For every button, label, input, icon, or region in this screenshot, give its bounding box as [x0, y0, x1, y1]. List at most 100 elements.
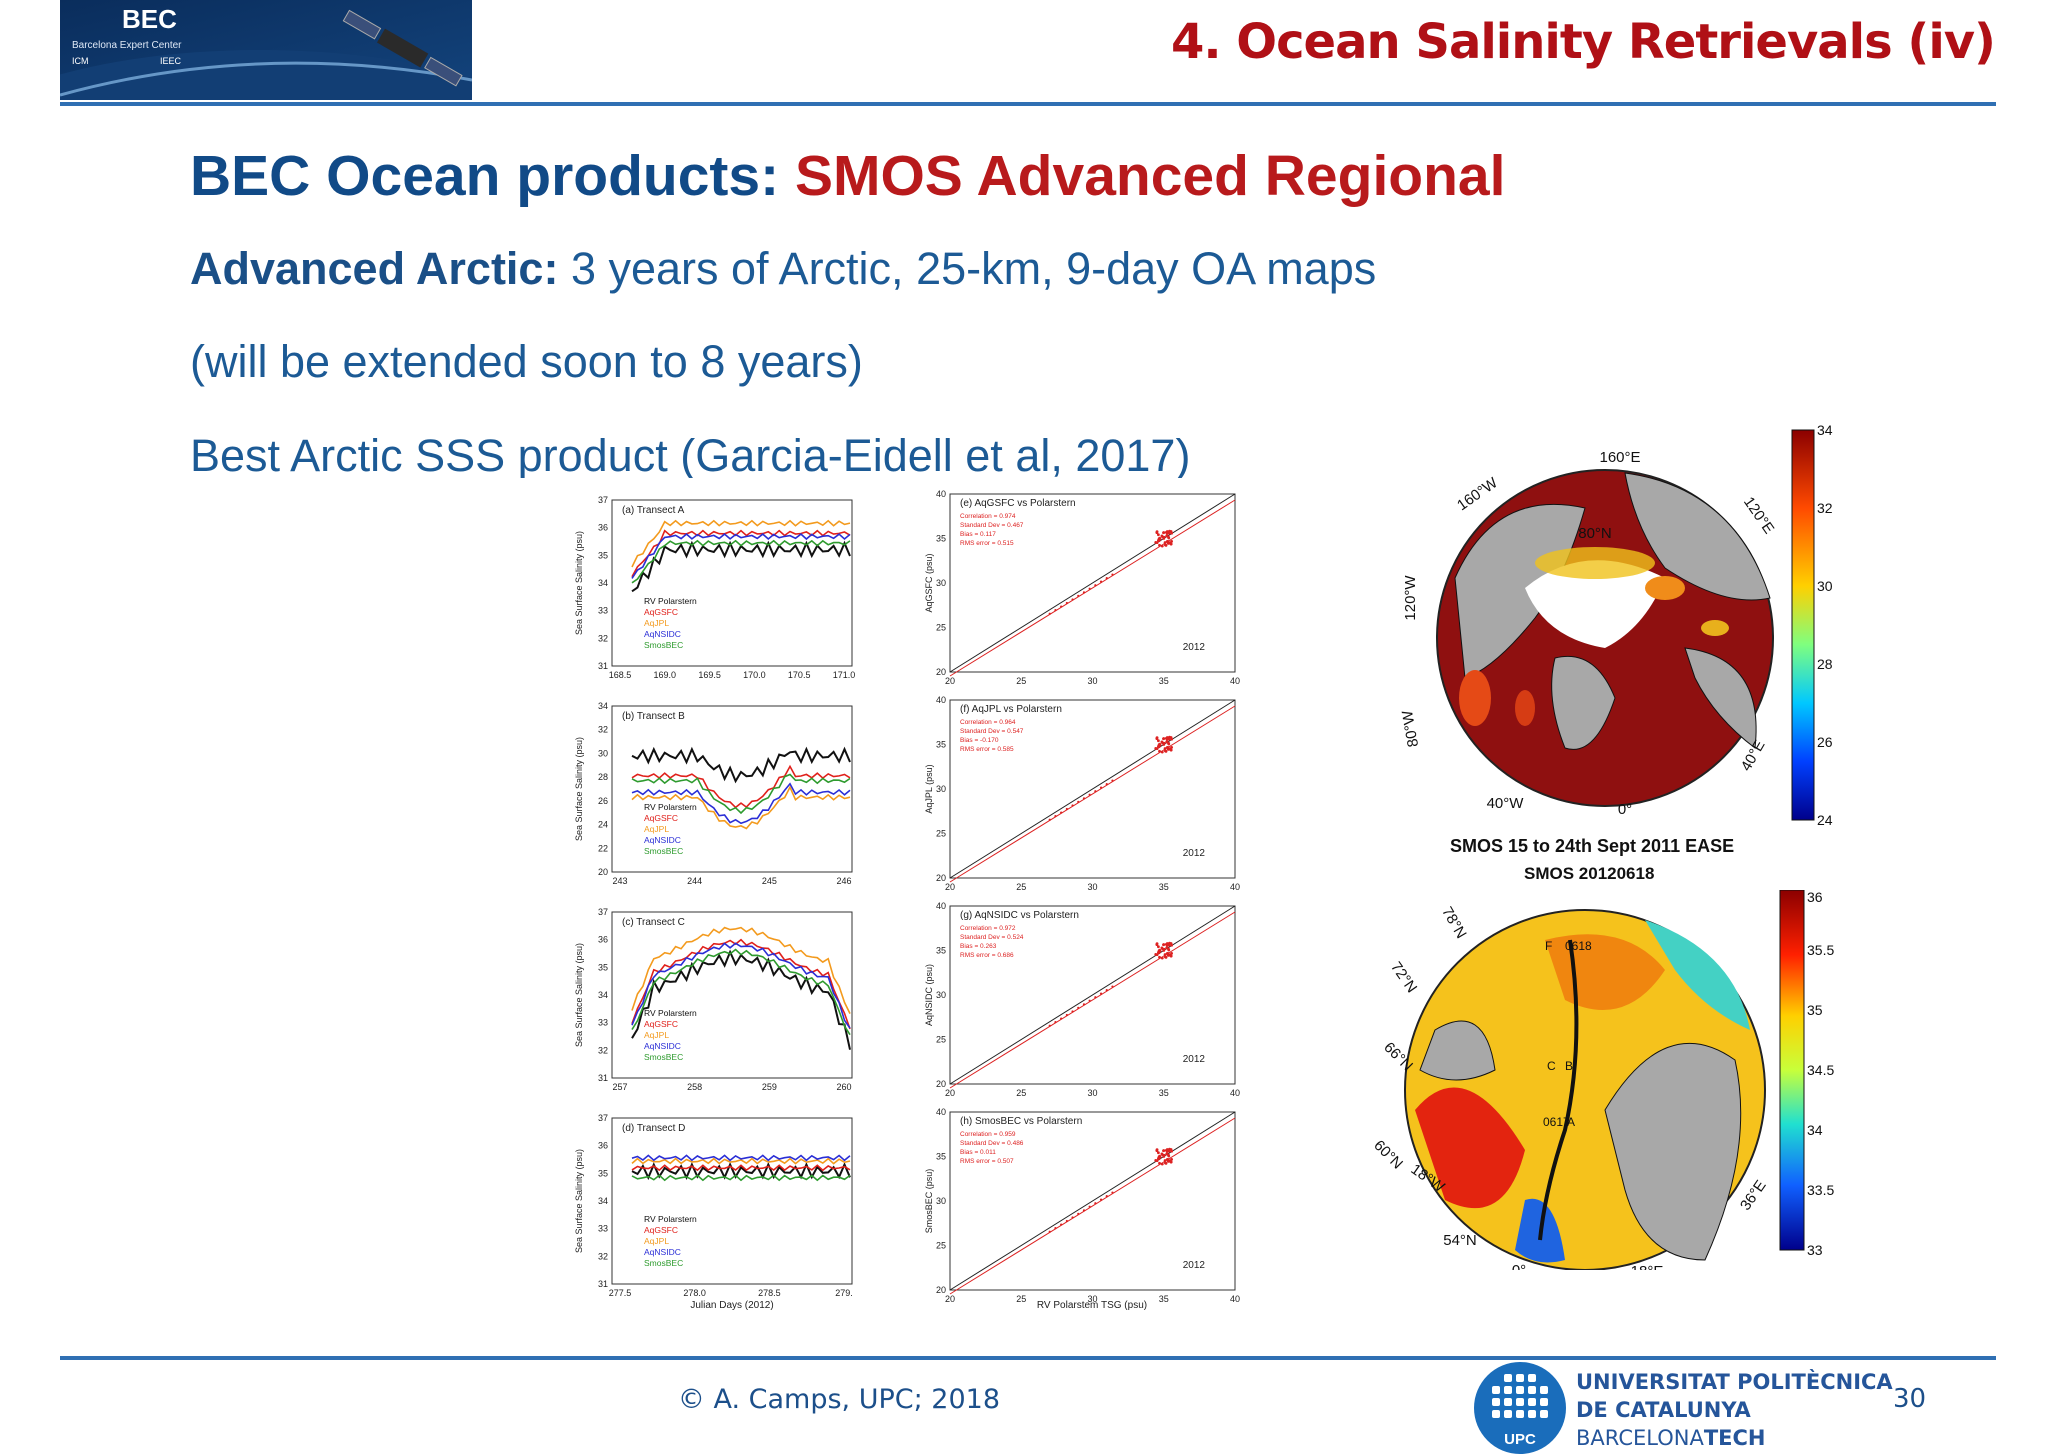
upc-logo-dot	[1492, 1410, 1500, 1418]
transect-series-line	[631, 746, 851, 784]
transect-legend-entry: RV Polarstern	[644, 1008, 697, 1018]
transect-legend-entry: RV Polarstern	[644, 1214, 697, 1224]
scatter-xtick: 40	[1230, 882, 1240, 892]
scatter-point	[1048, 1024, 1051, 1027]
scatter-point	[1154, 953, 1158, 956]
scatter-point	[1157, 951, 1161, 955]
scatter-point	[1166, 947, 1170, 951]
map-top-land	[1624, 472, 1771, 601]
transect-series-line	[631, 926, 851, 1014]
scatter-point	[1065, 807, 1068, 811]
bec-logo-text: BEC	[122, 4, 177, 34]
transect-series-line	[631, 529, 851, 578]
transect-ytick: 33	[598, 1224, 608, 1234]
scatter-point	[1163, 541, 1167, 544]
scatter-point	[1082, 797, 1086, 800]
upc-logo-dot	[1540, 1386, 1548, 1394]
scatter-point	[1156, 945, 1160, 949]
partner-icm: ICM	[72, 56, 89, 66]
scatter-ytick: 40	[936, 1107, 946, 1117]
transect-legend-entry: AqGSFC	[644, 1019, 678, 1029]
transect-legend-entry: AqNSIDC	[644, 1041, 681, 1051]
ship-track-label: B	[1565, 1059, 1573, 1073]
transect-panel-frame	[611, 499, 853, 667]
scatter-ylabel: AqJPL (psu)	[924, 764, 934, 813]
upc-logo-dot	[1492, 1386, 1500, 1394]
map-top-salinity-patch	[1459, 670, 1491, 726]
map-bottom-colorbar-tick: 34	[1807, 1122, 1823, 1138]
transect-ylabel: Sea Surface Salinity (psu)	[574, 1149, 584, 1253]
scatter-point	[1048, 612, 1051, 615]
scatter-point	[1158, 955, 1161, 959]
scatter-point	[1166, 741, 1170, 745]
scatter-point	[1157, 745, 1161, 749]
scatter-point	[1163, 1159, 1167, 1162]
scatter-point	[1105, 783, 1108, 786]
scatter-point	[1077, 1212, 1080, 1215]
scatter-point	[1158, 1161, 1161, 1165]
scatter-point	[1169, 736, 1173, 739]
upc-logo-dot	[1504, 1398, 1512, 1406]
transect-ytick: 37	[598, 1113, 608, 1123]
scatter-point	[1170, 540, 1174, 543]
scatter-point	[1160, 1162, 1164, 1166]
scatter-point	[1077, 1006, 1080, 1010]
scatter-point	[1162, 531, 1166, 534]
scatter-point	[1099, 786, 1103, 789]
transect-panel-title: (d) Transect D	[622, 1123, 685, 1134]
scatter-point	[1165, 942, 1169, 946]
scatter-point	[1157, 539, 1161, 543]
transect-panel-frame	[611, 705, 853, 873]
transect-panel-frame	[611, 911, 853, 1079]
scatter-ytick: 30	[936, 990, 946, 1000]
transect-series-line	[631, 1174, 851, 1182]
scatter-point	[1167, 531, 1171, 535]
footer-divider	[60, 1356, 1996, 1360]
transect-xtick: 278.0	[683, 1288, 706, 1298]
map-bottom-colorbar-tick: 33.5	[1807, 1182, 1834, 1198]
transect-ytick: 32	[598, 633, 608, 643]
section-title: 4. Ocean Salinity Retrievals (iv)	[1170, 14, 1996, 70]
ship-track-label: F	[1545, 939, 1552, 953]
transect-xtick: 258	[687, 1082, 702, 1092]
scatter-point	[1162, 1149, 1166, 1152]
map-bottom-colorbar-tick: 36	[1807, 890, 1823, 905]
advanced-arctic-description: 3 years of Arctic, 25-km, 9-day OA maps	[558, 243, 1377, 294]
scatter-point	[1170, 1158, 1174, 1161]
scatter-point	[1162, 737, 1166, 740]
scatter-ylabel: AqNSIDC (psu)	[924, 964, 934, 1026]
ship-track-label: 0618	[1565, 939, 1592, 953]
scatter-point	[1169, 1148, 1173, 1151]
map-top-coordinate-label: 160°W	[1454, 474, 1501, 514]
scatter-xtick: 25	[1016, 882, 1026, 892]
map-bottom-coordinate-label: 72°N	[1387, 959, 1420, 996]
scatter-point	[1111, 573, 1114, 576]
scatter-point	[1167, 1149, 1171, 1153]
upc-logo-dot	[1540, 1398, 1548, 1406]
map-bottom-colorbar-tick: 34.5	[1807, 1062, 1834, 1078]
transect-panel-title: (b) Transect B	[622, 711, 685, 722]
transect-ytick: 34	[598, 990, 608, 1000]
scatter-ytick: 30	[936, 784, 946, 794]
scatter-point	[1082, 591, 1086, 594]
scatter-stat: Bias = 0.117	[960, 531, 996, 538]
scatter-point	[1156, 739, 1160, 743]
scatter-xtick: 25	[1016, 1294, 1026, 1304]
transect-series-line	[631, 764, 851, 809]
transect-legend-entry: AqJPL	[644, 618, 669, 628]
scatter-point	[1088, 793, 1091, 796]
transect-ytick: 33	[598, 1018, 608, 1028]
scatter-point	[1160, 544, 1164, 548]
scatter-ytick: 25	[936, 1035, 946, 1045]
scatter-xtick: 25	[1016, 676, 1026, 686]
scatter-point	[1077, 594, 1080, 597]
scatter-ytick: 35	[936, 740, 946, 750]
scatter-point	[1166, 746, 1170, 749]
transect-ytick: 24	[598, 820, 608, 830]
text-line-1: Advanced Arctic: 3 years of Arctic, 25-k…	[190, 243, 1376, 295]
slide-title: BEC Ocean products: SMOS Advanced Region…	[190, 143, 1505, 209]
map-top-coordinate-label: 80°W	[1399, 708, 1422, 748]
upc-logo-dot	[1516, 1410, 1524, 1418]
partner-ieec: IEEC	[160, 56, 182, 66]
